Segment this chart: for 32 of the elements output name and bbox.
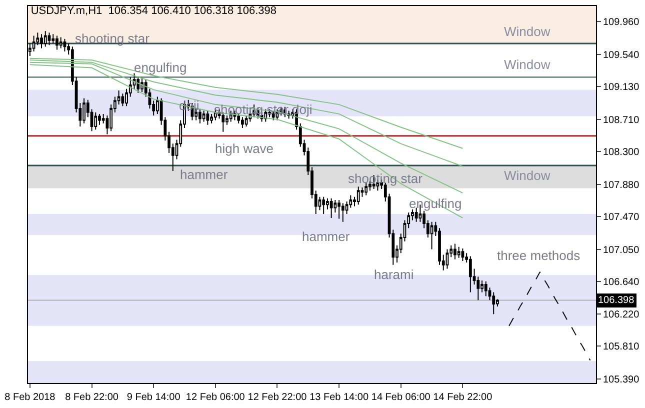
annotation: three methods bbox=[497, 248, 581, 263]
y-tick-label: 107.470 bbox=[603, 212, 640, 223]
y-tick-label: 108.710 bbox=[603, 114, 640, 126]
annotation: hammer bbox=[180, 167, 228, 182]
chart-title: USDJPY.m,H1 106.354 106.410 106.318 106.398 bbox=[30, 4, 276, 17]
annotation: high wave bbox=[215, 141, 274, 156]
y-tick-label: 108.300 bbox=[603, 146, 640, 158]
x-tick-label: 12 Feb 22:00 bbox=[248, 392, 308, 403]
y-tick-label: 106.220 bbox=[603, 310, 640, 321]
y-tick-label: 109.540 bbox=[603, 50, 640, 61]
x-tick-label: 8 Feb 22:00 bbox=[65, 392, 119, 403]
band-label: Window bbox=[504, 24, 551, 39]
y-tick-label: 109.130 bbox=[603, 82, 640, 94]
x-tick-label: 9 Feb 14:00 bbox=[126, 392, 181, 403]
x-tick-label: 13 Feb 14:00 bbox=[310, 392, 369, 403]
annotation: engulfing bbox=[134, 60, 187, 75]
y-tick-label: 105.390 bbox=[603, 374, 640, 386]
y-tick-label: 109.960 bbox=[603, 17, 640, 28]
ref-line-label: 106.398 bbox=[598, 295, 635, 306]
annotation: shooting star bbox=[75, 31, 150, 46]
annotation: hammer bbox=[302, 229, 350, 244]
y-tick-label: 106.640 bbox=[603, 276, 640, 288]
annotation: harami bbox=[374, 267, 414, 282]
y-tick-label: 105.810 bbox=[603, 342, 640, 353]
x-tick-label: 14 Feb 22:00 bbox=[433, 392, 493, 403]
x-tick-label: 12 Feb 06:00 bbox=[186, 392, 246, 403]
band-label: Window bbox=[504, 168, 551, 183]
x-tick-label: 14 Feb 06:00 bbox=[371, 392, 431, 403]
ref-line-label: Window bbox=[504, 57, 551, 72]
x-tick-label: 8 Feb 2018 bbox=[4, 392, 56, 403]
y-tick-label: 107.880 bbox=[603, 180, 640, 191]
y-tick-label: 107.050 bbox=[603, 244, 640, 256]
